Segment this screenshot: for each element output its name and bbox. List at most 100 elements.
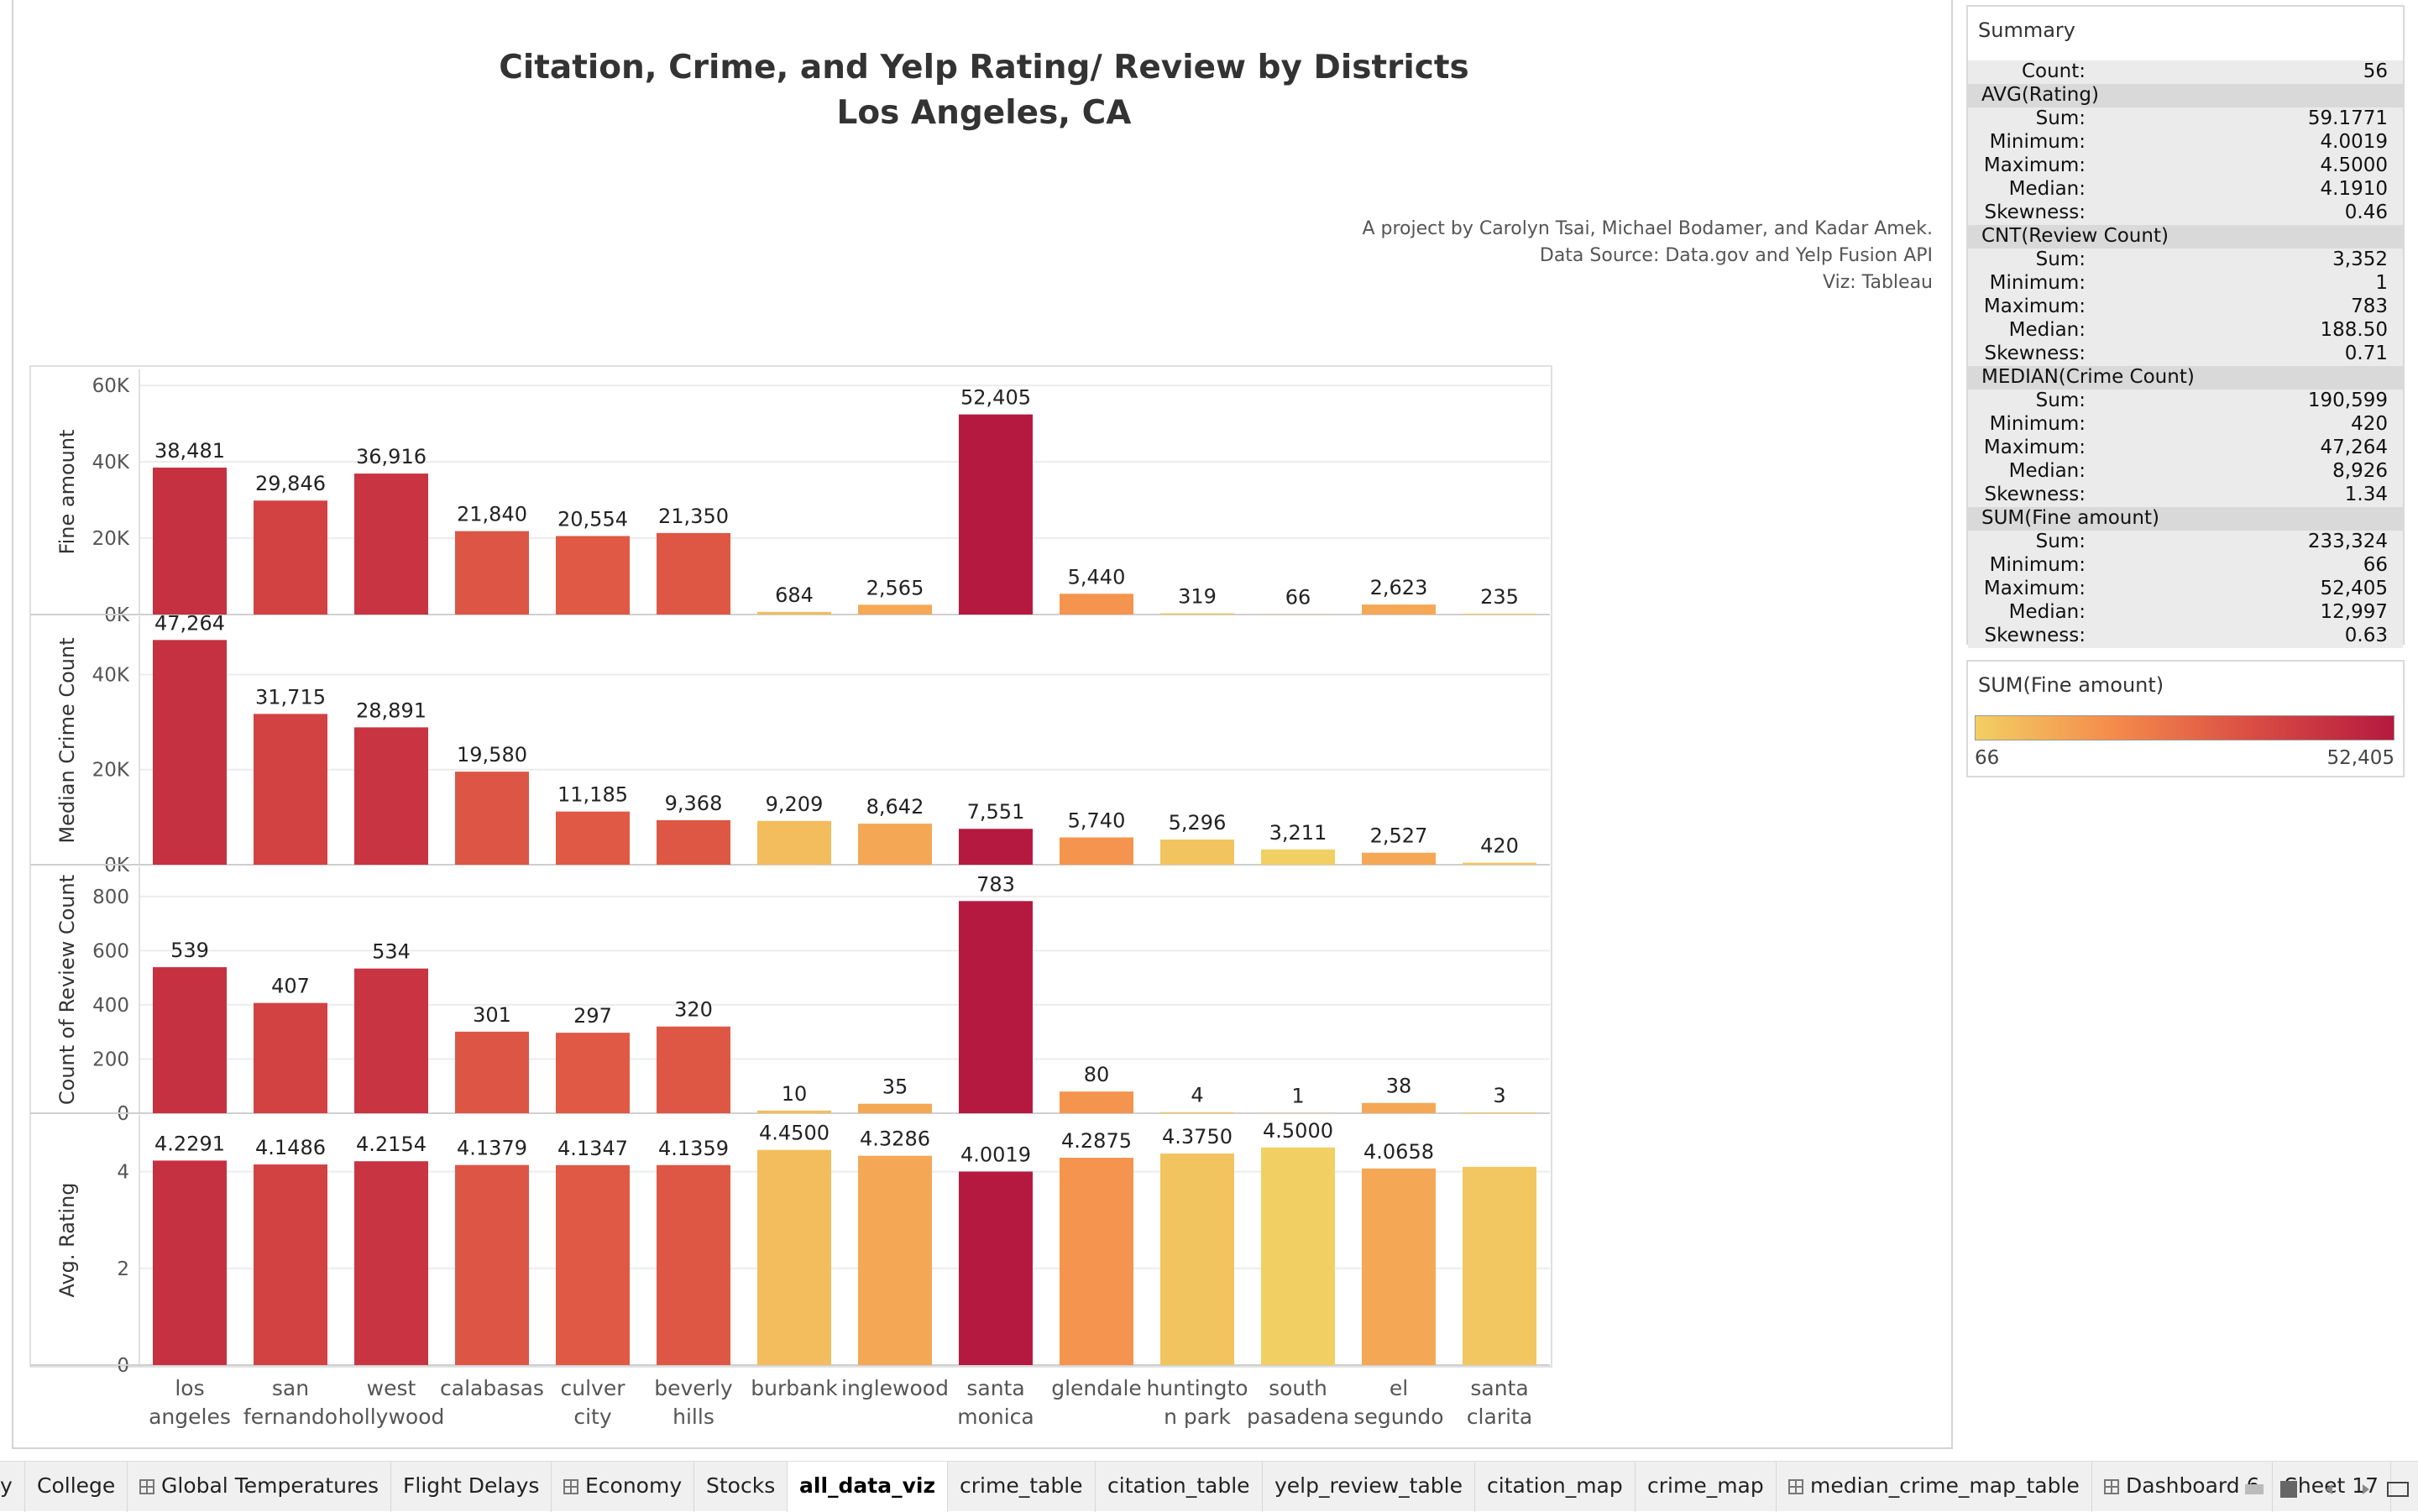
sheet-tab[interactable]: Flight Delays	[391, 1462, 552, 1512]
summary-value: 0.46	[2345, 201, 2388, 223]
data-label: 35	[882, 1075, 908, 1099]
sheet-tab[interactable]: y	[0, 1462, 25, 1512]
bar	[1463, 863, 1536, 865]
summary-stat-row: Minimum:4.0019	[1968, 131, 2403, 154]
y-tick-label: 200	[92, 1049, 129, 1070]
summary-stat-row: Skewness:0.71	[1968, 343, 2403, 366]
summary-stat-row: Minimum: 66	[1968, 554, 2403, 578]
sheet-tab[interactable]: crime_map	[1636, 1462, 1777, 1512]
summary-value: 52,405	[2321, 578, 2388, 599]
sheet-tab[interactable]: crime_table	[948, 1462, 1096, 1512]
summary-value: 3,352	[2332, 249, 2388, 270]
summary-value: 4.1910	[2321, 178, 2388, 200]
summary-label: Minimum:	[1990, 131, 2086, 153]
data-label: 3	[1493, 1084, 1505, 1107]
data-label: 5,440	[1068, 565, 1126, 589]
x-category-label: city	[573, 1405, 611, 1429]
summary-value: 12,997	[2321, 601, 2388, 623]
summary-stat-row: Sum:233,324	[1968, 531, 2403, 554]
summary-stat-row: Count:56	[1968, 60, 2403, 84]
bar	[657, 820, 730, 865]
data-label: 420	[1480, 834, 1519, 858]
summary-value: 59.1771	[2308, 107, 2388, 129]
bar	[757, 1111, 831, 1113]
data-label: 4	[1191, 1084, 1203, 1107]
next-sheet-icon	[2363, 1484, 2369, 1494]
legend-color-ramp	[1975, 715, 2394, 740]
summary-stat-row: Skewness:0.46	[1968, 201, 2403, 225]
summary-title: Summary	[1978, 18, 2075, 42]
summary-value: 66	[2363, 554, 2388, 576]
bar	[959, 901, 1033, 1113]
summary-label: Median:	[2009, 178, 2086, 200]
data-label: 80	[1084, 1063, 1110, 1086]
dashboard-grid-icon	[563, 1479, 578, 1494]
summary-stat-row: Minimum: 1	[1968, 272, 2403, 296]
summary-value: 1.34	[2345, 484, 2388, 505]
x-category-label: fernando	[243, 1405, 338, 1429]
bar	[556, 1033, 630, 1113]
summary-stat-row: Minimum:420	[1968, 413, 2403, 437]
summary-stat-row: Maximum:783	[1968, 296, 2403, 319]
y-tick-label: 20K	[92, 528, 130, 550]
x-category-label: glendale	[1051, 1376, 1142, 1400]
bar	[1160, 840, 1234, 865]
summary-label: Sum:	[2036, 531, 2086, 552]
sheet-tab[interactable]: median_crime_map_table	[1777, 1462, 2092, 1512]
summary-group-header: MEDIAN(Crime Count)	[1968, 366, 2403, 390]
sheet-tab[interactable]: Stocks	[694, 1462, 788, 1512]
y-tick-label: 40K	[92, 452, 130, 473]
dashboard-grid-icon	[2104, 1479, 2119, 1494]
summary-value: 1	[2375, 272, 2388, 294]
y-axis-title: Fine amount	[55, 430, 79, 555]
sheet-tab[interactable]: Global Temperatures	[128, 1462, 391, 1512]
sheet-tab[interactable]: College	[25, 1462, 128, 1512]
summary-label: Minimum:	[1990, 272, 2086, 294]
data-label: 4.1379	[457, 1137, 527, 1160]
data-label: 47,264	[154, 611, 225, 635]
data-label: 19,580	[457, 743, 527, 766]
summary-group-header: SUM(Fine amount)	[1968, 507, 2403, 531]
summary-label: Sum:	[2036, 107, 2086, 129]
data-label: 66	[1285, 586, 1311, 610]
sheet-tab[interactable]: citation_map	[1475, 1462, 1636, 1512]
x-category-label: inglewood	[841, 1376, 949, 1400]
data-label: 4.4500	[759, 1122, 830, 1145]
summary-value: 188.50	[2321, 319, 2388, 341]
bar	[556, 812, 630, 865]
summary-label: Skewness:	[1984, 343, 2086, 364]
sheet-tab[interactable]: yelp_review_table	[1263, 1462, 1475, 1512]
summary-label: SUM(Fine amount)	[1981, 507, 2159, 529]
summary-stat-row: Maximum:4.5000	[1968, 154, 2403, 178]
data-label: 684	[775, 583, 814, 607]
sheet-tab-label: Global Temperatures	[161, 1473, 379, 1498]
summary-label: MEDIAN(Crime Count)	[1981, 366, 2195, 388]
bar	[455, 772, 529, 865]
bar	[757, 612, 831, 615]
sheet-tab-label: yelp_review_table	[1274, 1473, 1463, 1498]
x-category-label: clarita	[1467, 1405, 1532, 1429]
sheet-tab[interactable]: all_data_viz	[788, 1462, 948, 1512]
summary-label: Minimum:	[1990, 554, 2086, 576]
bar	[254, 1164, 327, 1365]
data-label: 4.2154	[356, 1133, 427, 1156]
bar	[1362, 853, 1436, 865]
bar	[959, 415, 1033, 615]
bar	[1060, 1091, 1133, 1113]
bar	[757, 821, 831, 865]
sheet-tab-label: Economy	[585, 1473, 682, 1498]
data-label: 5,740	[1068, 808, 1126, 832]
sheet-tab[interactable]: Economy	[552, 1462, 694, 1512]
sheet-tab-label: all_data_viz	[799, 1473, 935, 1498]
summary-value: 783	[2351, 296, 2388, 317]
data-label: 2,527	[1370, 824, 1428, 848]
sheet-tab[interactable]: citation_table	[1096, 1462, 1263, 1512]
legend-title: SUM(Fine amount)	[1978, 673, 2164, 697]
bar	[1261, 1148, 1335, 1365]
bar	[153, 1160, 227, 1365]
x-category-label: culver	[561, 1376, 626, 1400]
data-label: 28,891	[356, 698, 427, 722]
